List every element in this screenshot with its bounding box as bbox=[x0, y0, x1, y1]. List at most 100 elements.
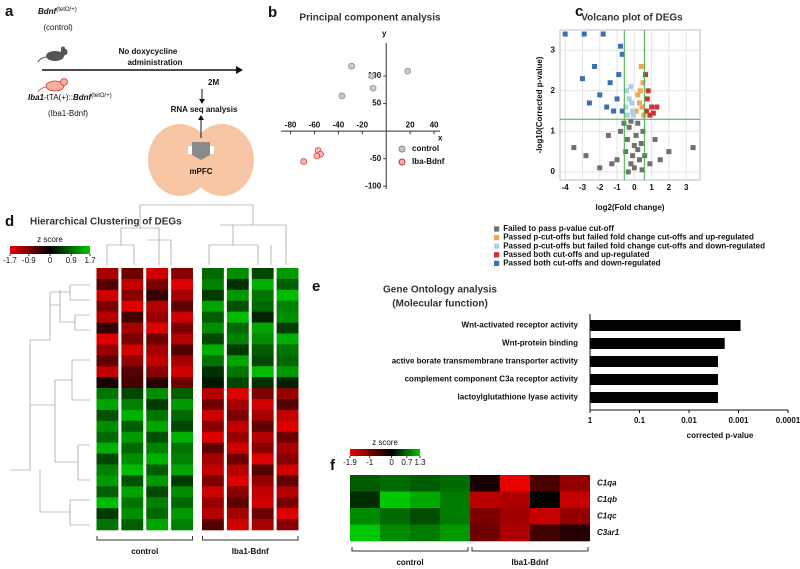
heatmap-cell bbox=[121, 300, 144, 312]
heatmap-cell bbox=[276, 366, 299, 378]
heatmap-cell bbox=[226, 377, 249, 389]
heatmap-cell bbox=[202, 497, 224, 509]
group-label: Iba1-Bdnf bbox=[232, 547, 269, 556]
colorbar-tick-label: 1.7 bbox=[84, 256, 96, 265]
heatmap-cell bbox=[121, 453, 144, 465]
heatmap-cell bbox=[226, 420, 249, 433]
heatmap-cell bbox=[121, 508, 144, 520]
heatmap-cell bbox=[470, 491, 500, 509]
point bbox=[645, 88, 651, 94]
heatmap-cell bbox=[121, 311, 144, 323]
point bbox=[626, 124, 632, 130]
heatmap-cell bbox=[440, 491, 470, 509]
heatmap-cell bbox=[226, 508, 249, 520]
heatmap-cell bbox=[146, 300, 169, 312]
point bbox=[625, 169, 631, 175]
heatmap-cell bbox=[350, 475, 380, 492]
heatmap-cell bbox=[146, 464, 169, 476]
heatmap-cell bbox=[440, 508, 470, 525]
heatmap-cell bbox=[146, 388, 169, 400]
heatmap-cell bbox=[146, 420, 169, 433]
point bbox=[619, 51, 625, 57]
point bbox=[623, 104, 629, 110]
point bbox=[614, 96, 620, 102]
point bbox=[631, 165, 637, 171]
heatmap-cell bbox=[276, 268, 299, 280]
point bbox=[623, 149, 629, 155]
heatmap-cell bbox=[226, 278, 249, 291]
point bbox=[581, 31, 587, 37]
heatmap-cell bbox=[251, 475, 274, 487]
heatmap-cell bbox=[251, 377, 274, 389]
row-label: C1qb bbox=[597, 495, 617, 504]
heatmap-cell bbox=[226, 300, 249, 312]
point bbox=[617, 128, 623, 134]
y-axis-label: y bbox=[382, 29, 387, 38]
heatmap-cell bbox=[202, 464, 224, 476]
heatmap-cell bbox=[226, 311, 249, 323]
heatmap-cell bbox=[226, 497, 249, 509]
heatmap-cell bbox=[202, 409, 224, 422]
heatmap-cell bbox=[440, 475, 470, 492]
panel-label: c bbox=[575, 3, 583, 20]
legend-swatch bbox=[494, 252, 500, 258]
heatmap-cell bbox=[560, 475, 590, 492]
heatmap-cell bbox=[202, 388, 224, 400]
heatmap-cell bbox=[146, 377, 169, 389]
heatmap-cell bbox=[276, 399, 299, 411]
legend-swatch bbox=[494, 243, 500, 249]
heatmap-cell bbox=[202, 431, 224, 443]
heatmap-cell bbox=[276, 311, 299, 323]
heatmap-cell bbox=[96, 409, 119, 422]
heatmap-cell bbox=[96, 311, 119, 323]
legend-swatch bbox=[494, 226, 500, 232]
heatmap-cell bbox=[121, 519, 144, 531]
heatmap-cell bbox=[96, 497, 119, 509]
group-bracket bbox=[351, 547, 469, 552]
heatmap-cell bbox=[202, 442, 224, 454]
heatmap-cell bbox=[226, 464, 249, 476]
heatmap-cell bbox=[251, 289, 274, 302]
heatmap-cell bbox=[121, 377, 144, 389]
heatmap-cell bbox=[96, 508, 119, 520]
heatmap-cell bbox=[202, 311, 224, 323]
heatmap-cell bbox=[410, 524, 440, 542]
y-tick-label: -50 bbox=[370, 154, 382, 163]
heatmap-cell bbox=[171, 344, 193, 356]
heatmap-cell bbox=[96, 475, 119, 487]
chart-subtitle: (Molecular function) bbox=[392, 299, 488, 310]
point bbox=[631, 143, 637, 149]
heatmap-cell bbox=[146, 333, 169, 345]
heatmap-cell bbox=[202, 300, 224, 312]
group-label: (control) bbox=[43, 23, 73, 32]
point bbox=[641, 112, 647, 118]
heatmap-cell bbox=[251, 399, 274, 411]
heatmap-cell bbox=[146, 442, 169, 454]
heatmap-cell bbox=[560, 491, 590, 509]
colorbar-tick-label: -0.9 bbox=[22, 256, 36, 265]
heatmap-cell bbox=[410, 475, 440, 492]
x-axis-label: log2(Fold change) bbox=[596, 203, 665, 212]
heatmap-cell bbox=[202, 322, 224, 334]
point bbox=[635, 147, 641, 153]
heatmap-cell bbox=[350, 508, 380, 525]
x-tick-label: 0 bbox=[632, 183, 637, 192]
heatmap-cell bbox=[380, 491, 410, 509]
heatmap-cell bbox=[251, 497, 274, 509]
heatmap-cell bbox=[96, 268, 119, 280]
heatmap-cell bbox=[350, 491, 380, 509]
heatmap-cell bbox=[251, 268, 274, 280]
heatmap-cell bbox=[121, 486, 144, 498]
x-tick-label: 3 bbox=[684, 183, 689, 192]
point bbox=[404, 67, 412, 75]
heatmap-cell bbox=[251, 278, 274, 291]
y-tick-label: 2 bbox=[551, 86, 556, 95]
point bbox=[657, 157, 663, 163]
legend-label: Passed p-cut-offs but failed fold change… bbox=[503, 241, 765, 250]
point bbox=[624, 88, 630, 94]
x-tick-label: -4 bbox=[562, 183, 570, 192]
point bbox=[639, 104, 645, 110]
heatmap-cell bbox=[96, 464, 119, 476]
superscript: (tetO/+) bbox=[91, 93, 112, 99]
heatmap-cell bbox=[96, 519, 119, 531]
